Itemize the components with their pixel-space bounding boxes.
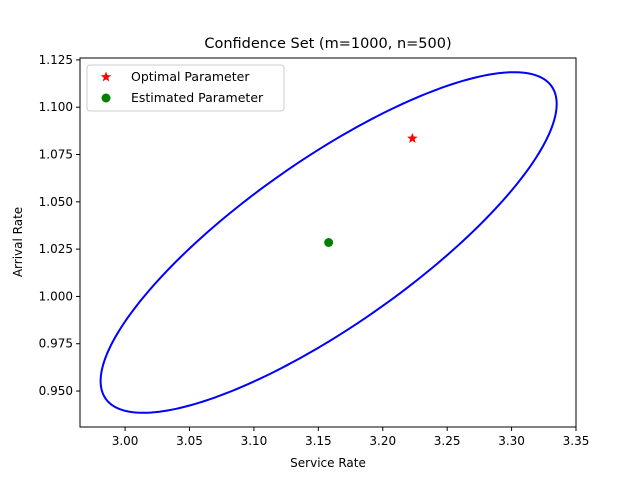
y-tick-label: 1.075 [39, 148, 73, 162]
y-tick-label: 1.000 [39, 289, 73, 303]
x-tick-label: 3.05 [176, 434, 203, 448]
x-tick-label: 3.10 [241, 434, 268, 448]
y-tick-label: 0.975 [39, 337, 73, 351]
legend-label-estimated: Estimated Parameter [131, 90, 264, 105]
legend: Optimal Parameter Estimated Parameter [86, 64, 285, 112]
points-layer [324, 132, 418, 247]
optimal-parameter-point [407, 132, 418, 143]
legend-box [86, 64, 285, 112]
legend-circle-icon [101, 93, 111, 103]
y-tick-label: 1.125 [39, 53, 73, 67]
x-tick-label: 3.30 [498, 434, 525, 448]
x-axis-label: Service Rate [290, 456, 366, 470]
y-tick-label: 0.950 [39, 384, 73, 398]
x-tick-label: 3.00 [112, 434, 139, 448]
confidence-ellipse [99, 71, 558, 414]
x-tick-label: 3.20 [369, 434, 396, 448]
chart-title: Confidence Set (m=1000, n=500) [204, 36, 451, 52]
x-tick-label: 3.25 [434, 434, 461, 448]
x-tick-label: 3.15 [305, 434, 332, 448]
legend-star-icon [100, 71, 112, 82]
y-axis-label: Arrival Rate [11, 207, 25, 277]
y-tick-label: 1.025 [39, 242, 73, 256]
y-tick-label: 1.100 [39, 100, 73, 114]
x-axis: 3.00 3.05 3.10 3.15 3.20 3.25 3.30 3.35 [112, 427, 590, 448]
x-tick-label: 3.35 [563, 434, 590, 448]
ellipse-layer [99, 71, 558, 414]
y-tick-label: 1.050 [39, 195, 73, 209]
legend-label-optimal: Optimal Parameter [131, 69, 250, 84]
estimated-parameter-point [324, 238, 334, 247]
y-axis: 0.950 0.975 1.000 1.025 1.050 1.075 1.100 1.125 [39, 53, 80, 398]
plot-frame [79, 57, 577, 428]
